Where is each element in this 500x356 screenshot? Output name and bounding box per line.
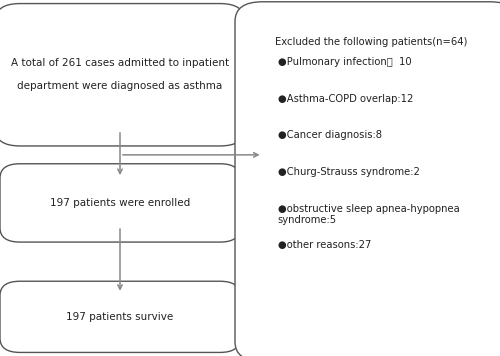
Text: Excluded the following patients(n=64): Excluded the following patients(n=64)	[275, 37, 468, 47]
Text: ●Pulmonary infection：  10: ●Pulmonary infection： 10	[278, 57, 411, 67]
FancyBboxPatch shape	[0, 4, 245, 146]
Text: A total of 261 cases admitted to inpatient

department were diagnosed as asthma: A total of 261 cases admitted to inpatie…	[11, 58, 229, 91]
Text: ●Cancer diagnosis:8: ●Cancer diagnosis:8	[278, 130, 382, 140]
Text: ●Churg-Strauss syndrome:2: ●Churg-Strauss syndrome:2	[278, 167, 420, 177]
Text: 197 patients were enrolled: 197 patients were enrolled	[50, 198, 190, 208]
Text: ●other reasons:27: ●other reasons:27	[278, 240, 371, 250]
FancyBboxPatch shape	[0, 164, 240, 242]
FancyBboxPatch shape	[0, 281, 240, 352]
Text: ●obstructive sleep apnea-hypopnea
syndrome:5: ●obstructive sleep apnea-hypopnea syndro…	[278, 204, 459, 225]
Text: ●Asthma-COPD overlap:12: ●Asthma-COPD overlap:12	[278, 94, 413, 104]
Text: 197 patients survive: 197 patients survive	[66, 312, 174, 322]
FancyBboxPatch shape	[235, 2, 500, 356]
